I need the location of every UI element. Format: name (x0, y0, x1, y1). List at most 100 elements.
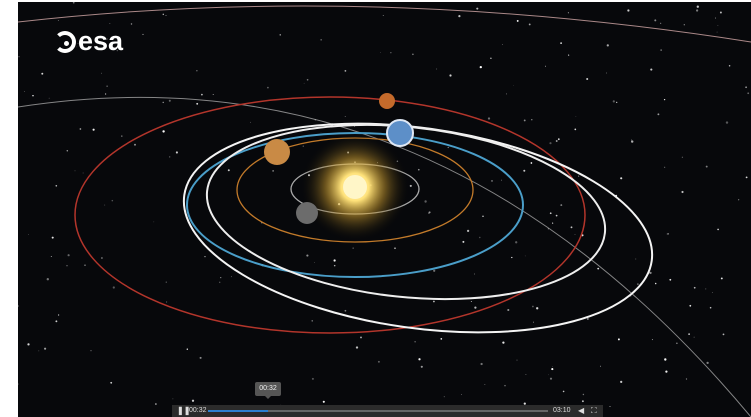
star (113, 286, 115, 288)
star (187, 349, 188, 350)
control-bar: ❚❚ 00:32 03:10 ◀ ⛶ (172, 405, 603, 417)
star (552, 366, 553, 367)
star (533, 322, 534, 323)
star (38, 351, 39, 352)
star (506, 93, 507, 94)
star (524, 119, 526, 121)
star (515, 241, 517, 243)
star (142, 34, 143, 35)
star (718, 25, 719, 26)
star (738, 199, 739, 200)
star (267, 87, 269, 89)
video[interactable]: esa 00:32 ❚❚ 00:32 03:10 ◀ ⛶ (18, 2, 751, 417)
star (32, 95, 33, 96)
star (410, 185, 412, 187)
earth (387, 120, 413, 146)
star (306, 255, 308, 257)
star (412, 53, 414, 55)
star (474, 274, 475, 275)
star (345, 116, 346, 117)
star (684, 24, 685, 25)
star (461, 394, 462, 395)
star (729, 65, 731, 67)
star (694, 337, 695, 338)
star (631, 139, 632, 140)
star (231, 276, 232, 277)
star (394, 247, 396, 249)
star (134, 144, 136, 146)
star (356, 346, 358, 348)
star (715, 18, 716, 19)
star (649, 272, 651, 274)
sun (343, 175, 367, 199)
volume-button[interactable]: ◀ (578, 406, 584, 415)
fullscreen-button[interactable]: ⛶ (591, 406, 597, 416)
solar-system (18, 2, 751, 417)
star (169, 156, 170, 157)
star (513, 85, 514, 86)
star (627, 9, 629, 11)
star (549, 142, 551, 144)
star (58, 20, 59, 21)
star (18, 56, 19, 57)
star (360, 336, 362, 338)
star (462, 241, 464, 243)
star (502, 341, 504, 343)
star (47, 278, 49, 280)
star (665, 371, 667, 373)
star (436, 69, 437, 70)
star (474, 307, 476, 309)
star (41, 73, 43, 75)
star (28, 234, 29, 235)
star (682, 157, 683, 158)
star (726, 121, 728, 123)
star (480, 66, 482, 68)
star (571, 226, 573, 228)
star (531, 162, 533, 164)
star (105, 93, 106, 94)
star (121, 135, 122, 136)
star (668, 233, 669, 234)
star (73, 2, 75, 4)
star (507, 309, 509, 311)
star (706, 362, 708, 364)
star (323, 401, 325, 403)
star (18, 384, 19, 385)
star (334, 265, 336, 267)
star (717, 32, 718, 33)
logo-text: esa (78, 26, 123, 57)
star (613, 100, 615, 102)
star (110, 382, 112, 384)
star (717, 229, 719, 231)
star (652, 339, 653, 340)
star (272, 170, 274, 172)
star (536, 307, 538, 309)
star (560, 204, 562, 206)
progress-bar[interactable] (208, 410, 548, 412)
star (27, 343, 29, 345)
star (333, 259, 335, 261)
star (200, 357, 202, 359)
mars (379, 93, 395, 109)
star (429, 211, 431, 213)
star (502, 44, 503, 45)
star (345, 310, 347, 312)
star (68, 254, 70, 256)
star (607, 44, 609, 46)
star (424, 200, 426, 202)
star (52, 237, 54, 239)
star (721, 277, 723, 279)
star (712, 292, 713, 293)
star (631, 140, 633, 142)
venus (264, 139, 290, 165)
star (467, 230, 469, 232)
star (51, 256, 52, 257)
time-tooltip: 00:32 (255, 382, 281, 396)
star (504, 385, 506, 387)
star (101, 257, 103, 259)
star (490, 57, 492, 59)
star (18, 305, 19, 306)
star (105, 205, 106, 206)
star (548, 374, 549, 375)
star (552, 223, 553, 224)
